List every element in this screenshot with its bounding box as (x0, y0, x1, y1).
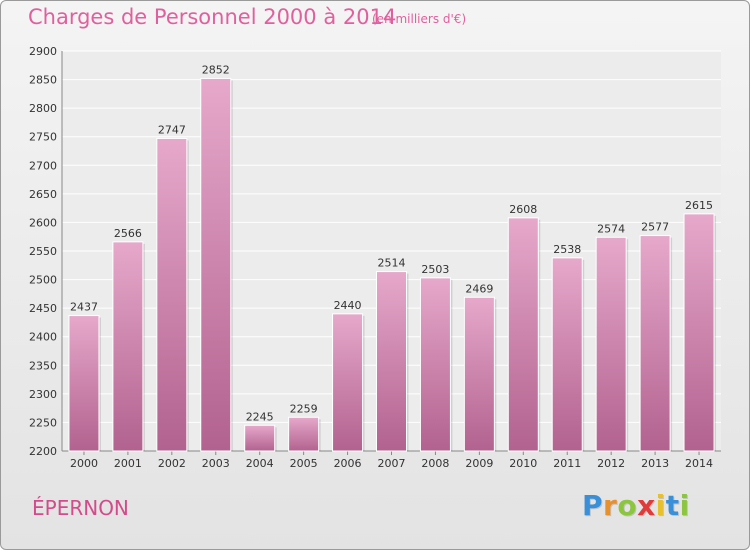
value-label-2002: 2747 (158, 123, 186, 136)
proxiti-logo: Proxiti (582, 489, 690, 522)
y-tick-label: 2800 (29, 102, 57, 115)
bar-2002 (156, 137, 188, 452)
city-name: ÉPERNON (32, 496, 129, 520)
logo-letter: x (637, 489, 656, 522)
y-tick-label: 2900 (29, 45, 57, 58)
x-tick-label-2012: 2012 (597, 457, 625, 470)
value-label-2006: 2440 (334, 299, 362, 312)
x-tick-label-2001: 2001 (114, 457, 142, 470)
x-tick-label-2004: 2004 (246, 457, 274, 470)
y-tick-label: 2500 (29, 274, 57, 287)
bar-2009 (463, 296, 495, 452)
x-tick-label-2013: 2013 (641, 457, 669, 470)
value-label-2010: 2608 (509, 203, 537, 216)
y-tick-label: 2350 (29, 359, 57, 372)
value-label-2014: 2615 (685, 199, 713, 212)
x-tick-label-2010: 2010 (509, 457, 537, 470)
y-tick-label: 2200 (29, 445, 57, 458)
value-label-2009: 2469 (465, 282, 493, 295)
y-tick-label: 2400 (29, 331, 57, 344)
x-tick-label-2005: 2005 (290, 457, 318, 470)
logo-letter: o (617, 489, 638, 522)
value-label-2005: 2259 (290, 402, 318, 415)
logo-letter: P (582, 489, 604, 522)
bar-2005 (288, 416, 320, 452)
logo-letter: r (603, 489, 618, 522)
value-label-2013: 2577 (641, 221, 669, 234)
y-tick-label: 2450 (29, 302, 57, 315)
x-tick-label-2011: 2011 (553, 457, 581, 470)
y-tick-label: 2650 (29, 188, 57, 201)
logo-letter: t (665, 489, 680, 522)
y-tick-label: 2700 (29, 159, 57, 172)
bar-2014 (683, 213, 715, 452)
value-label-2011: 2538 (553, 243, 581, 256)
y-tick-label: 2750 (29, 131, 57, 144)
bar-2000 (68, 315, 100, 452)
x-tick-label-2003: 2003 (202, 457, 230, 470)
bar-2003 (200, 77, 232, 452)
x-tick-label-2000: 2000 (70, 457, 98, 470)
y-tick-label: 2600 (29, 216, 57, 229)
bar-2008 (419, 277, 451, 452)
logo-letter: i (679, 489, 690, 522)
value-label-2000: 2437 (70, 301, 98, 314)
bar-2001 (112, 241, 144, 452)
value-label-2001: 2566 (114, 227, 142, 240)
bar-2006 (332, 313, 364, 452)
bar-2011 (551, 257, 583, 452)
value-label-2007: 2514 (378, 257, 406, 270)
y-tick-label: 2250 (29, 416, 57, 429)
logo-letter: i (655, 489, 666, 522)
x-tick-label-2009: 2009 (465, 457, 493, 470)
chart-title: Charges de Personnel 2000 à 2014 (28, 5, 397, 29)
value-label-2003: 2852 (202, 63, 230, 76)
bar-2010 (507, 217, 539, 452)
y-tick-label: 2550 (29, 245, 57, 258)
value-label-2004: 2245 (246, 410, 274, 423)
bar-2007 (376, 271, 407, 452)
bar-2012 (595, 236, 627, 452)
value-label-2008: 2503 (421, 263, 449, 276)
x-tick-label-2008: 2008 (421, 457, 449, 470)
x-tick-label-2002: 2002 (158, 457, 186, 470)
x-tick-label-2006: 2006 (334, 457, 362, 470)
value-label-2012: 2574 (597, 222, 625, 235)
y-tick-label: 2850 (29, 74, 57, 87)
x-tick-label-2007: 2007 (378, 457, 406, 470)
chart-subtitle: (en milliers d'€) (372, 12, 467, 26)
y-tick-label: 2300 (29, 388, 57, 401)
bar-2013 (639, 235, 671, 452)
bar-2004 (244, 424, 276, 452)
x-tick-label-2014: 2014 (685, 457, 713, 470)
